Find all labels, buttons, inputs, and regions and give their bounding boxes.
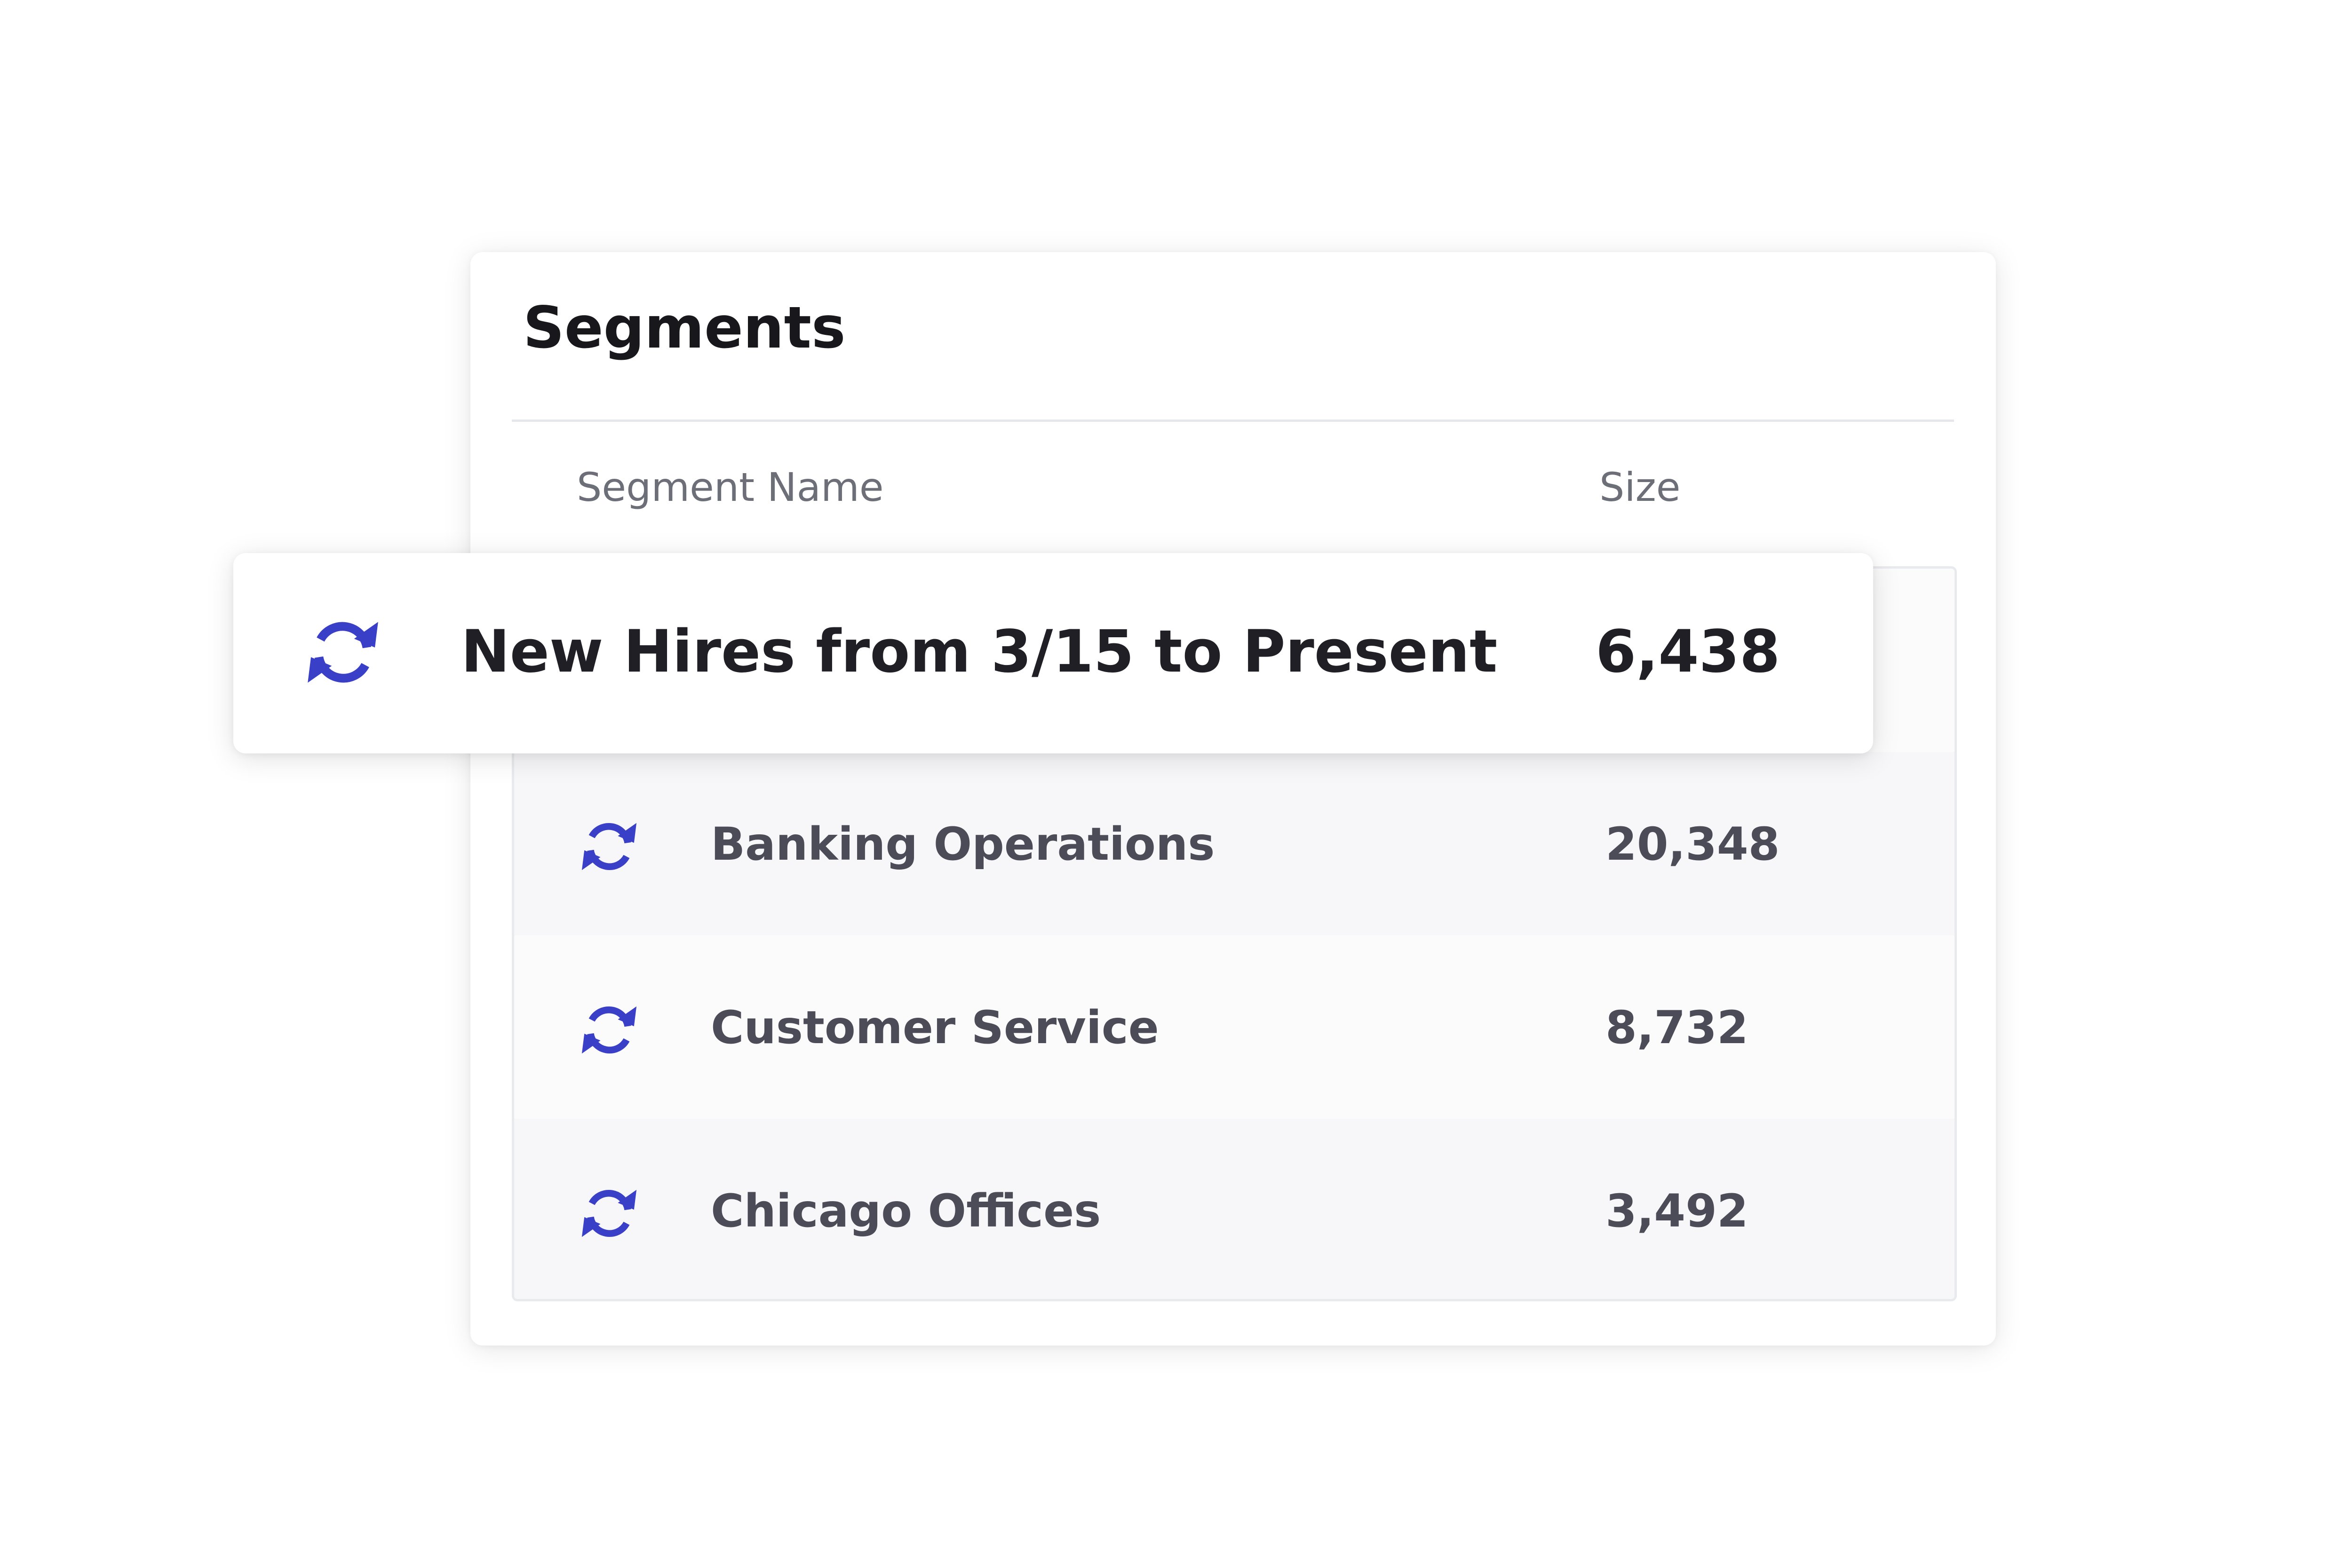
segment-size: 8,732 bbox=[1605, 1001, 1748, 1054]
table-row[interactable]: Banking Operations 20,348 bbox=[514, 752, 1955, 935]
segments-panel: Segments Segment Name Size Banking Opera… bbox=[470, 252, 1996, 1346]
segment-name[interactable]: Chicago Offices bbox=[711, 1185, 1101, 1237]
table-row[interactable]: Customer Service 8,732 bbox=[514, 935, 1955, 1119]
segment-name[interactable]: Banking Operations bbox=[711, 818, 1215, 871]
segment-size: 20,348 bbox=[1605, 818, 1780, 871]
panel-divider bbox=[512, 420, 1954, 422]
segment-name[interactable]: New Hires from 3/15 to Present bbox=[461, 618, 1498, 686]
table-row[interactable]: Chicago Offices 3,492 bbox=[514, 1119, 1955, 1299]
panel-title: Segments bbox=[523, 294, 846, 361]
segment-name[interactable]: Customer Service bbox=[711, 1001, 1159, 1054]
segment-size: 6,438 bbox=[1596, 618, 1780, 686]
column-header-segment-name[interactable]: Segment Name bbox=[577, 464, 884, 510]
sync-icon[interactable] bbox=[578, 1182, 640, 1244]
sync-icon[interactable] bbox=[578, 816, 640, 878]
highlighted-segment-row[interactable]: New Hires from 3/15 to Present 6,438 bbox=[233, 553, 1873, 753]
sync-icon[interactable] bbox=[578, 999, 640, 1061]
column-header-size[interactable]: Size bbox=[1599, 464, 1681, 510]
sync-icon[interactable] bbox=[303, 612, 383, 692]
segment-size: 3,492 bbox=[1605, 1185, 1748, 1237]
